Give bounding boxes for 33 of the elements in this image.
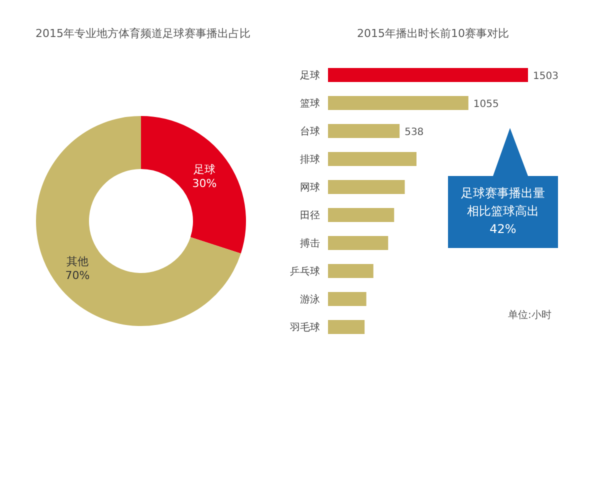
bar xyxy=(328,96,468,110)
y-tick-label: 游泳 xyxy=(300,294,320,306)
slice-label: 其他 xyxy=(66,255,88,268)
slice-label: 足球 xyxy=(194,162,216,176)
bar xyxy=(328,292,366,306)
bar xyxy=(328,320,365,334)
data-label: 1503 xyxy=(533,71,558,82)
data-label: 30% xyxy=(192,176,217,190)
y-tick-label: 篮球 xyxy=(300,98,320,110)
bar xyxy=(328,208,394,222)
chart-title: 2015年播出时长前10赛事对比 xyxy=(356,26,510,41)
bar xyxy=(328,236,388,250)
annotation: 单位:小时 xyxy=(508,308,552,322)
donut-slice xyxy=(36,116,241,326)
y-tick-label: 羽毛球 xyxy=(290,322,320,334)
data-label: 70% xyxy=(65,269,90,282)
data-label: 538 xyxy=(404,127,424,138)
y-tick-label: 足球 xyxy=(300,70,320,82)
bar xyxy=(328,180,405,194)
y-tick-label: 田径 xyxy=(300,210,320,222)
y-tick-label: 台球 xyxy=(300,126,320,138)
bar xyxy=(328,68,528,82)
bar xyxy=(328,152,416,166)
y-tick-label: 网球 xyxy=(300,182,320,194)
y-tick-label: 排球 xyxy=(300,154,320,166)
chart-title: 2015年专业地方体育频道足球赛事播出占比 xyxy=(34,26,252,41)
y-tick-label: 搏击 xyxy=(300,238,320,250)
donut-slice xyxy=(141,116,246,254)
y-tick-label: 乒乓球 xyxy=(290,266,320,278)
annotation: 足球赛事播出量相比篮球高出42% xyxy=(460,185,546,238)
data-label: 1055 xyxy=(473,99,499,110)
bar xyxy=(328,124,400,138)
bar xyxy=(328,264,374,278)
